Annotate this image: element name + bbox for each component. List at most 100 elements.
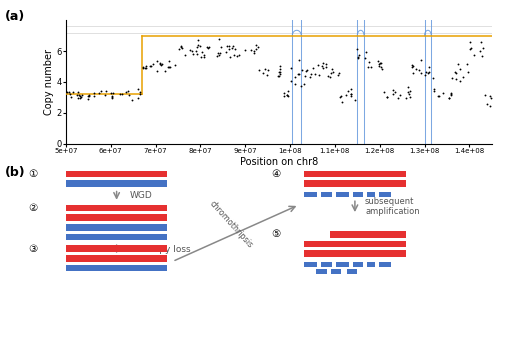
Point	[361, 55, 370, 61]
Point	[430, 87, 439, 92]
Point	[383, 95, 391, 100]
Point	[448, 76, 456, 81]
Bar	[66, 265, 167, 271]
Point	[194, 38, 202, 43]
Point	[228, 45, 236, 51]
Point	[128, 97, 136, 102]
Point	[217, 44, 225, 50]
Point	[74, 95, 82, 100]
Point	[255, 67, 263, 73]
Point	[193, 45, 201, 50]
Point	[403, 96, 411, 101]
Bar	[66, 234, 167, 240]
Point	[421, 72, 429, 77]
Point	[275, 70, 283, 75]
Point	[233, 53, 241, 59]
Point	[102, 89, 110, 94]
Point	[347, 93, 355, 98]
Point	[175, 46, 184, 51]
Point	[216, 50, 224, 55]
Bar	[304, 192, 317, 196]
Point	[405, 84, 413, 90]
Point	[362, 50, 370, 55]
Point	[74, 89, 82, 95]
Text: chromothripsis: chromothripsis	[207, 199, 254, 250]
Point	[95, 91, 103, 96]
Point	[274, 73, 282, 78]
Point	[66, 91, 75, 96]
Point	[125, 92, 133, 97]
Point	[456, 67, 464, 72]
Point	[481, 92, 489, 97]
Point	[150, 61, 158, 67]
Point	[383, 94, 391, 100]
Point	[303, 67, 311, 72]
Point	[325, 74, 334, 80]
Bar	[336, 192, 349, 196]
Bar	[304, 241, 406, 247]
Point	[367, 65, 375, 70]
Point	[189, 52, 197, 57]
Point	[213, 54, 222, 59]
Text: (b): (b)	[5, 166, 26, 178]
Point	[135, 89, 143, 95]
Point	[466, 46, 474, 51]
Point	[412, 66, 420, 71]
Point	[101, 93, 109, 98]
Point	[409, 70, 417, 75]
Point	[286, 78, 295, 83]
Point	[335, 70, 343, 76]
Point	[296, 57, 304, 63]
Point	[309, 66, 317, 71]
Text: one copy loss: one copy loss	[129, 245, 191, 254]
Point	[204, 45, 212, 50]
Point	[241, 48, 249, 53]
Point	[78, 92, 86, 98]
Point	[142, 64, 150, 69]
Point	[404, 89, 412, 94]
Bar	[347, 269, 357, 273]
Point	[166, 65, 174, 70]
Point	[198, 49, 206, 55]
Point	[380, 90, 388, 95]
Point	[157, 62, 165, 67]
Point	[318, 64, 326, 69]
Point	[108, 93, 116, 98]
Point	[445, 96, 453, 101]
Point	[85, 93, 93, 98]
Point	[108, 91, 117, 96]
Text: ①: ①	[28, 169, 38, 179]
Bar	[66, 205, 167, 212]
Point	[377, 65, 385, 70]
Point	[434, 93, 443, 98]
Point	[408, 63, 416, 68]
Y-axis label: Copy number: Copy number	[44, 49, 54, 115]
Point	[63, 90, 71, 95]
Point	[347, 91, 355, 97]
Bar	[353, 192, 363, 196]
Point	[171, 62, 179, 68]
Point	[283, 92, 292, 98]
Point	[118, 92, 126, 97]
Bar	[304, 250, 406, 257]
Point	[141, 66, 149, 71]
Point	[139, 64, 148, 69]
Point	[314, 62, 322, 68]
Point	[276, 63, 284, 69]
Point	[409, 63, 417, 68]
Point	[254, 44, 262, 49]
Point	[164, 65, 172, 70]
Point	[197, 55, 205, 60]
Point	[487, 96, 495, 101]
Point	[124, 88, 132, 93]
Point	[294, 71, 302, 77]
Point	[200, 52, 208, 58]
Point	[214, 50, 222, 55]
Point	[156, 61, 164, 67]
Point	[235, 52, 243, 58]
Text: subsequent
amplification: subsequent amplification	[365, 197, 420, 216]
Point	[158, 61, 166, 66]
Bar	[66, 224, 167, 231]
Point	[192, 48, 200, 53]
Point	[470, 53, 479, 58]
